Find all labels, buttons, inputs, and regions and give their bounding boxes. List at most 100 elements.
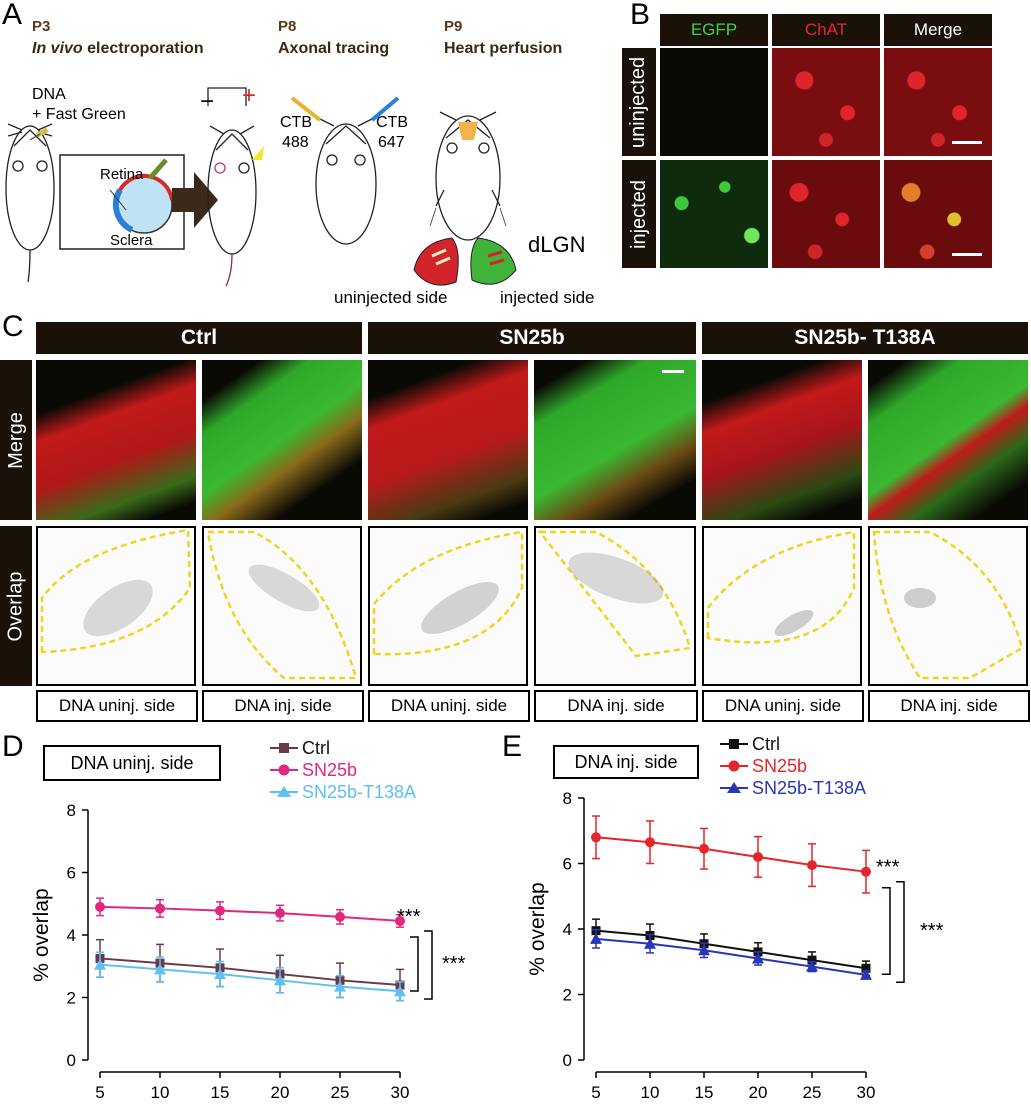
c-header-ctrl: Ctrl — [36, 322, 362, 354]
significance-bracket-label: *** — [920, 920, 944, 942]
step-p8-code: P8 — [278, 18, 297, 35]
data-point-circle — [275, 908, 285, 919]
step-p3-title: In vivo electroporation — [32, 40, 204, 57]
data-point-triangle — [860, 968, 872, 980]
c-row-overlap: Overlap — [0, 526, 32, 686]
panel-letter-e: E — [502, 730, 523, 763]
chart-title: DNA inj. side — [574, 752, 677, 772]
y-tick-label: 4 — [67, 926, 76, 945]
data-point-triangle — [274, 974, 286, 986]
b-column-merge: Merge — [884, 14, 992, 46]
minus-sign: − — [200, 88, 215, 115]
c-merge-sn25b-inj-image — [534, 360, 696, 520]
data-point-circle — [861, 866, 871, 877]
dlgn-injected-shape — [470, 237, 517, 285]
injected-side-label: injected side — [500, 288, 595, 307]
b-injected-chat-image — [772, 160, 880, 268]
panel-letter-a: A — [2, 0, 23, 31]
data-point-circle — [215, 905, 225, 916]
b-row-injected: injected — [622, 160, 656, 268]
dlgn-uninjected-shape — [413, 237, 459, 286]
legend-marker — [277, 786, 291, 797]
data-point-square — [807, 955, 817, 965]
data-point-circle — [645, 837, 655, 848]
dna-label: DNA — [32, 86, 66, 103]
panel-letter-c: C — [2, 310, 24, 343]
ctb-right-label: CTB — [376, 114, 408, 131]
y-tick-label: 4 — [563, 920, 572, 939]
c-caption-1: DNA uninj. side — [36, 690, 198, 722]
c-caption-3: DNA uninj. side — [368, 690, 530, 722]
sclera-label: Sclera — [110, 232, 153, 249]
y-tick-label: 6 — [67, 864, 76, 883]
step-p8-title: Axonal tracing — [278, 40, 390, 57]
ctb-left-label: CTB — [280, 114, 312, 131]
retina-label: Retina — [100, 166, 144, 183]
y-tick-label: 0 — [563, 1051, 572, 1070]
heart-icon — [458, 122, 478, 140]
x-tick-label: 10 — [151, 1083, 170, 1102]
significance-bracket-outer — [896, 880, 905, 984]
c-merge-t138a-uninj-image — [702, 360, 862, 520]
c-caption-4: DNA inj. side — [534, 690, 698, 722]
arrow-icon — [172, 172, 218, 228]
c-caption-5: DNA uninj. side — [702, 690, 864, 722]
scale-bar — [662, 370, 684, 373]
significance-label: *** — [397, 906, 421, 928]
y-tick-label: 2 — [563, 986, 572, 1005]
chart-title: DNA uninj. side — [70, 753, 193, 773]
c-header-sn25b: SN25b — [368, 322, 696, 354]
x-tick-label: 25 — [331, 1083, 350, 1102]
panel-letter-b: B — [630, 0, 651, 31]
data-point-triangle — [214, 968, 226, 980]
eye-diagram-icon — [109, 158, 174, 234]
ctb-right-num: 647 — [378, 134, 405, 151]
b-uninjected-merge-image — [884, 48, 992, 156]
significance-label: *** — [876, 857, 900, 879]
mouse-4-icon — [435, 111, 501, 241]
c-merge-ctrl-uninj-image — [36, 360, 196, 520]
yellow-needle-icon — [290, 96, 322, 122]
b-injected-merge-image — [884, 160, 992, 268]
x-tick-label: 15 — [695, 1083, 714, 1102]
data-point-triangle — [590, 932, 602, 944]
chart-e: DNA inj. side0246851015202530Contralater… — [526, 734, 944, 1102]
y-tick-label: 8 — [67, 801, 76, 820]
plus-sign: + — [242, 82, 257, 109]
legend-marker — [729, 739, 739, 749]
y-tick-label: 8 — [563, 789, 572, 808]
b-uninjected-egfp-image — [660, 48, 768, 156]
x-tick-label: 20 — [271, 1083, 290, 1102]
data-point-triangle — [394, 985, 406, 997]
data-point-triangle — [698, 944, 710, 956]
series-line-ctrl — [99, 957, 401, 986]
x-tick-label: 15 — [211, 1083, 230, 1102]
schematic-illustration — [5, 87, 517, 287]
c-merge-sn25b-uninj-image — [368, 360, 528, 520]
data-point-circle — [95, 901, 105, 912]
b-column-egfp: EGFP — [660, 14, 768, 46]
b-column-chat: ChAT — [772, 14, 880, 46]
significance-bracket-inner — [882, 886, 891, 976]
data-point-circle — [395, 915, 405, 926]
fast-green-label: + Fast Green — [32, 106, 126, 123]
mouse-3-icon — [315, 117, 377, 245]
data-point-circle — [591, 832, 601, 843]
c-header-sn25b-t138a: SN25b- T138A — [702, 322, 1028, 354]
series-line-sn25b-t138a — [99, 963, 401, 993]
series-line-sn25b — [595, 836, 867, 873]
series-line-ctrl — [595, 929, 867, 970]
x-tick-label: 20 — [749, 1083, 768, 1102]
electrode-icon — [252, 146, 264, 160]
c-overlap-t138a-uninj-image — [702, 526, 862, 686]
significance-bracket-outer — [424, 930, 433, 1000]
c-overlap-sn25b-uninj-image — [368, 526, 528, 686]
step-p3-code: P3 — [32, 18, 51, 35]
data-point-triangle — [806, 960, 818, 972]
series-line-sn25b — [99, 905, 401, 922]
legend-marker — [728, 760, 740, 772]
scale-bar — [952, 141, 982, 144]
chart-d: DNA uninj. side0246851015202530Contralat… — [30, 738, 466, 1102]
c-caption-2: DNA inj. side — [202, 690, 364, 722]
legend-label: SN25b — [302, 760, 357, 780]
